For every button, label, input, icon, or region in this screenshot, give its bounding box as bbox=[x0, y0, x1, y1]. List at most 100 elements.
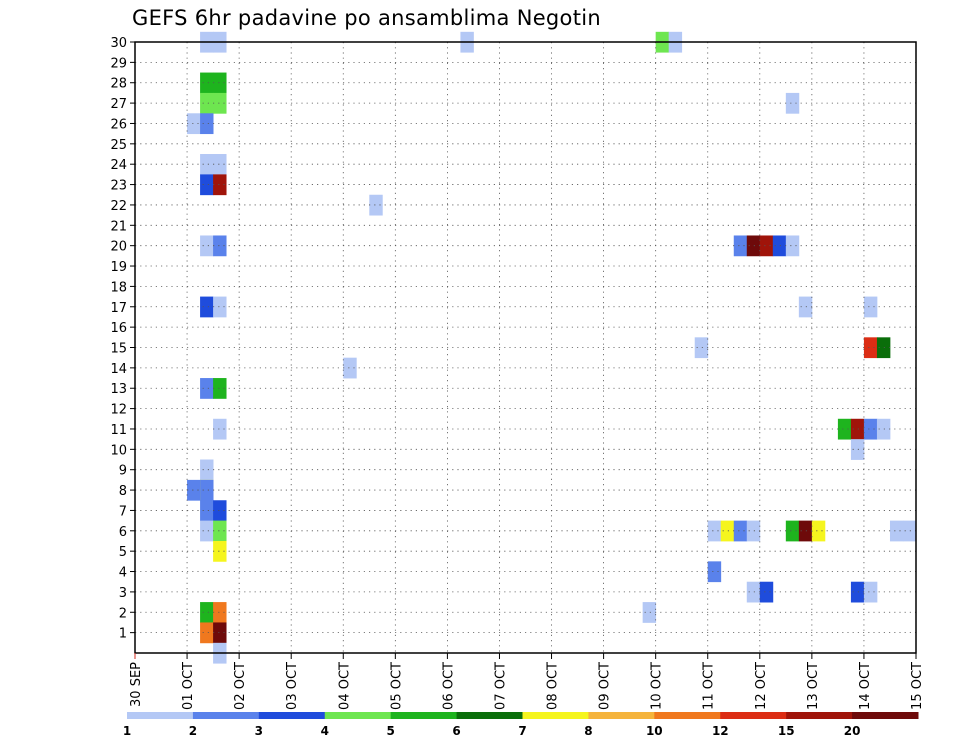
heatmap-cell bbox=[200, 92, 214, 114]
y-tick-label: 18 bbox=[110, 280, 127, 295]
colorbar-swatch bbox=[127, 712, 194, 719]
x-tick-label: 12 OCT bbox=[754, 662, 769, 710]
y-tick-label: 26 bbox=[110, 117, 127, 132]
x-tick-label: 08 OCT bbox=[546, 662, 561, 710]
colorbar-label: 8 bbox=[584, 724, 592, 738]
heatmap-cell bbox=[213, 72, 227, 94]
heatmap-cell bbox=[707, 520, 722, 542]
colorbar-label: 3 bbox=[255, 724, 263, 738]
heatmap-cell bbox=[200, 113, 214, 135]
y-tick-label: 22 bbox=[110, 199, 127, 214]
heatmap-cell bbox=[863, 296, 878, 318]
colorbar-label: 2 bbox=[189, 724, 197, 738]
y-tick-label: 24 bbox=[110, 158, 127, 173]
heatmap-cell bbox=[876, 337, 891, 359]
heatmap-cell bbox=[200, 459, 214, 481]
y-tick-label: 11 bbox=[110, 423, 127, 438]
heatmap-cell bbox=[759, 581, 774, 603]
colorbar-swatch bbox=[258, 712, 326, 719]
y-tick-label: 25 bbox=[110, 138, 127, 153]
x-tick-label: 30 SEP bbox=[129, 662, 144, 707]
x-tick-label: 02 OCT bbox=[233, 662, 248, 710]
y-tick-label: 5 bbox=[119, 545, 127, 560]
heatmap-cell bbox=[707, 561, 722, 583]
x-tick-label: 06 OCT bbox=[441, 662, 456, 710]
colorbar-label: 6 bbox=[452, 724, 460, 738]
colorbar-swatch bbox=[324, 712, 392, 719]
heatmap-cell bbox=[746, 520, 761, 542]
heatmap-cell bbox=[200, 154, 214, 175]
y-tick-label: 7 bbox=[119, 504, 127, 519]
heatmap-cell bbox=[733, 235, 748, 257]
y-tick-label: 6 bbox=[119, 525, 127, 540]
heatmap-cell bbox=[863, 581, 878, 603]
heatmap-cell bbox=[187, 113, 201, 135]
colorbar-swatch bbox=[522, 712, 589, 719]
colorbar-swatch bbox=[192, 712, 260, 719]
y-tick-label: 13 bbox=[110, 382, 127, 397]
y-tick-label: 1 bbox=[119, 627, 127, 642]
y-tick-label: 28 bbox=[110, 77, 127, 92]
y-tick-label: 30 bbox=[110, 36, 127, 51]
heatmap-cell bbox=[785, 520, 800, 542]
heatmap-cell bbox=[746, 581, 761, 603]
heatmap-cell bbox=[213, 92, 227, 114]
heatmap-cell bbox=[759, 235, 774, 257]
heatmap-cell bbox=[200, 72, 214, 94]
x-tick-label: 03 OCT bbox=[285, 662, 300, 710]
heatmap-cell bbox=[213, 418, 227, 440]
colorbar-label: 20 bbox=[844, 724, 861, 738]
heatmap-cell bbox=[746, 235, 761, 257]
x-tick-label: 15 OCT bbox=[910, 662, 925, 710]
colorbar-swatch bbox=[786, 712, 853, 719]
colorbar-label: 10 bbox=[646, 724, 663, 738]
y-tick-label: 8 bbox=[119, 484, 127, 499]
colorbar-label: 1 bbox=[123, 724, 131, 738]
y-tick-label: 16 bbox=[110, 321, 127, 336]
y-tick-label: 14 bbox=[110, 362, 127, 377]
heatmap-cell bbox=[772, 235, 787, 257]
y-tick-label: 4 bbox=[119, 566, 127, 581]
y-tick-label: 20 bbox=[110, 240, 127, 255]
colorbar: 1 2 3 4 5 6 7 8 10 12 15 20 bbox=[123, 712, 919, 738]
heatmap-cell bbox=[850, 418, 865, 440]
heatmap-cell bbox=[213, 540, 227, 562]
y-tick-label: 21 bbox=[110, 219, 127, 234]
heatmap-cell bbox=[785, 235, 800, 257]
heatmap-cell bbox=[200, 622, 214, 644]
x-tick-label: 13 OCT bbox=[806, 662, 821, 710]
heatmap-cell bbox=[200, 500, 214, 522]
heatmap-cell bbox=[694, 337, 709, 359]
heatmap-cell bbox=[850, 581, 865, 603]
x-tick-label: 10 OCT bbox=[650, 662, 665, 710]
y-tick-label: 17 bbox=[110, 301, 127, 316]
x-tick-label: 01 OCT bbox=[181, 662, 196, 710]
y-tick-label: 29 bbox=[110, 56, 127, 71]
y-tick-label: 3 bbox=[119, 586, 127, 601]
colorbar-label: 7 bbox=[518, 724, 526, 738]
y-tick-label: 19 bbox=[110, 260, 127, 275]
heatmap-cell bbox=[213, 602, 227, 623]
x-tick-label: 09 OCT bbox=[598, 662, 613, 710]
heatmap-cell bbox=[811, 520, 826, 542]
x-tick-label: 04 OCT bbox=[337, 662, 352, 710]
y-tick-label: 12 bbox=[110, 403, 127, 418]
colorbar-swatch bbox=[456, 712, 523, 719]
heatmap-cell bbox=[213, 296, 227, 318]
colorbar-label: 15 bbox=[778, 724, 795, 738]
x-tick-label: 07 OCT bbox=[494, 662, 509, 710]
x-tick-label: 05 OCT bbox=[389, 662, 404, 710]
y-tick-label: 2 bbox=[119, 606, 127, 621]
heatmap-cell bbox=[200, 235, 214, 257]
heatmap-cell bbox=[213, 500, 227, 522]
y-tick-label: 15 bbox=[110, 342, 127, 357]
colorbar-swatch bbox=[390, 712, 458, 719]
heatmap-cell bbox=[863, 337, 878, 359]
colorbar-swatch bbox=[588, 712, 655, 719]
y-tick-label: 9 bbox=[119, 464, 127, 479]
heatmap-cell bbox=[187, 479, 201, 501]
x-axis: 30 SEP 01 OCT 02 OCT 03 OCT 04 OCT 05 OCT 06 O… bbox=[129, 653, 925, 710]
heatmap-cell bbox=[213, 520, 227, 542]
heatmap-cell bbox=[200, 479, 214, 501]
